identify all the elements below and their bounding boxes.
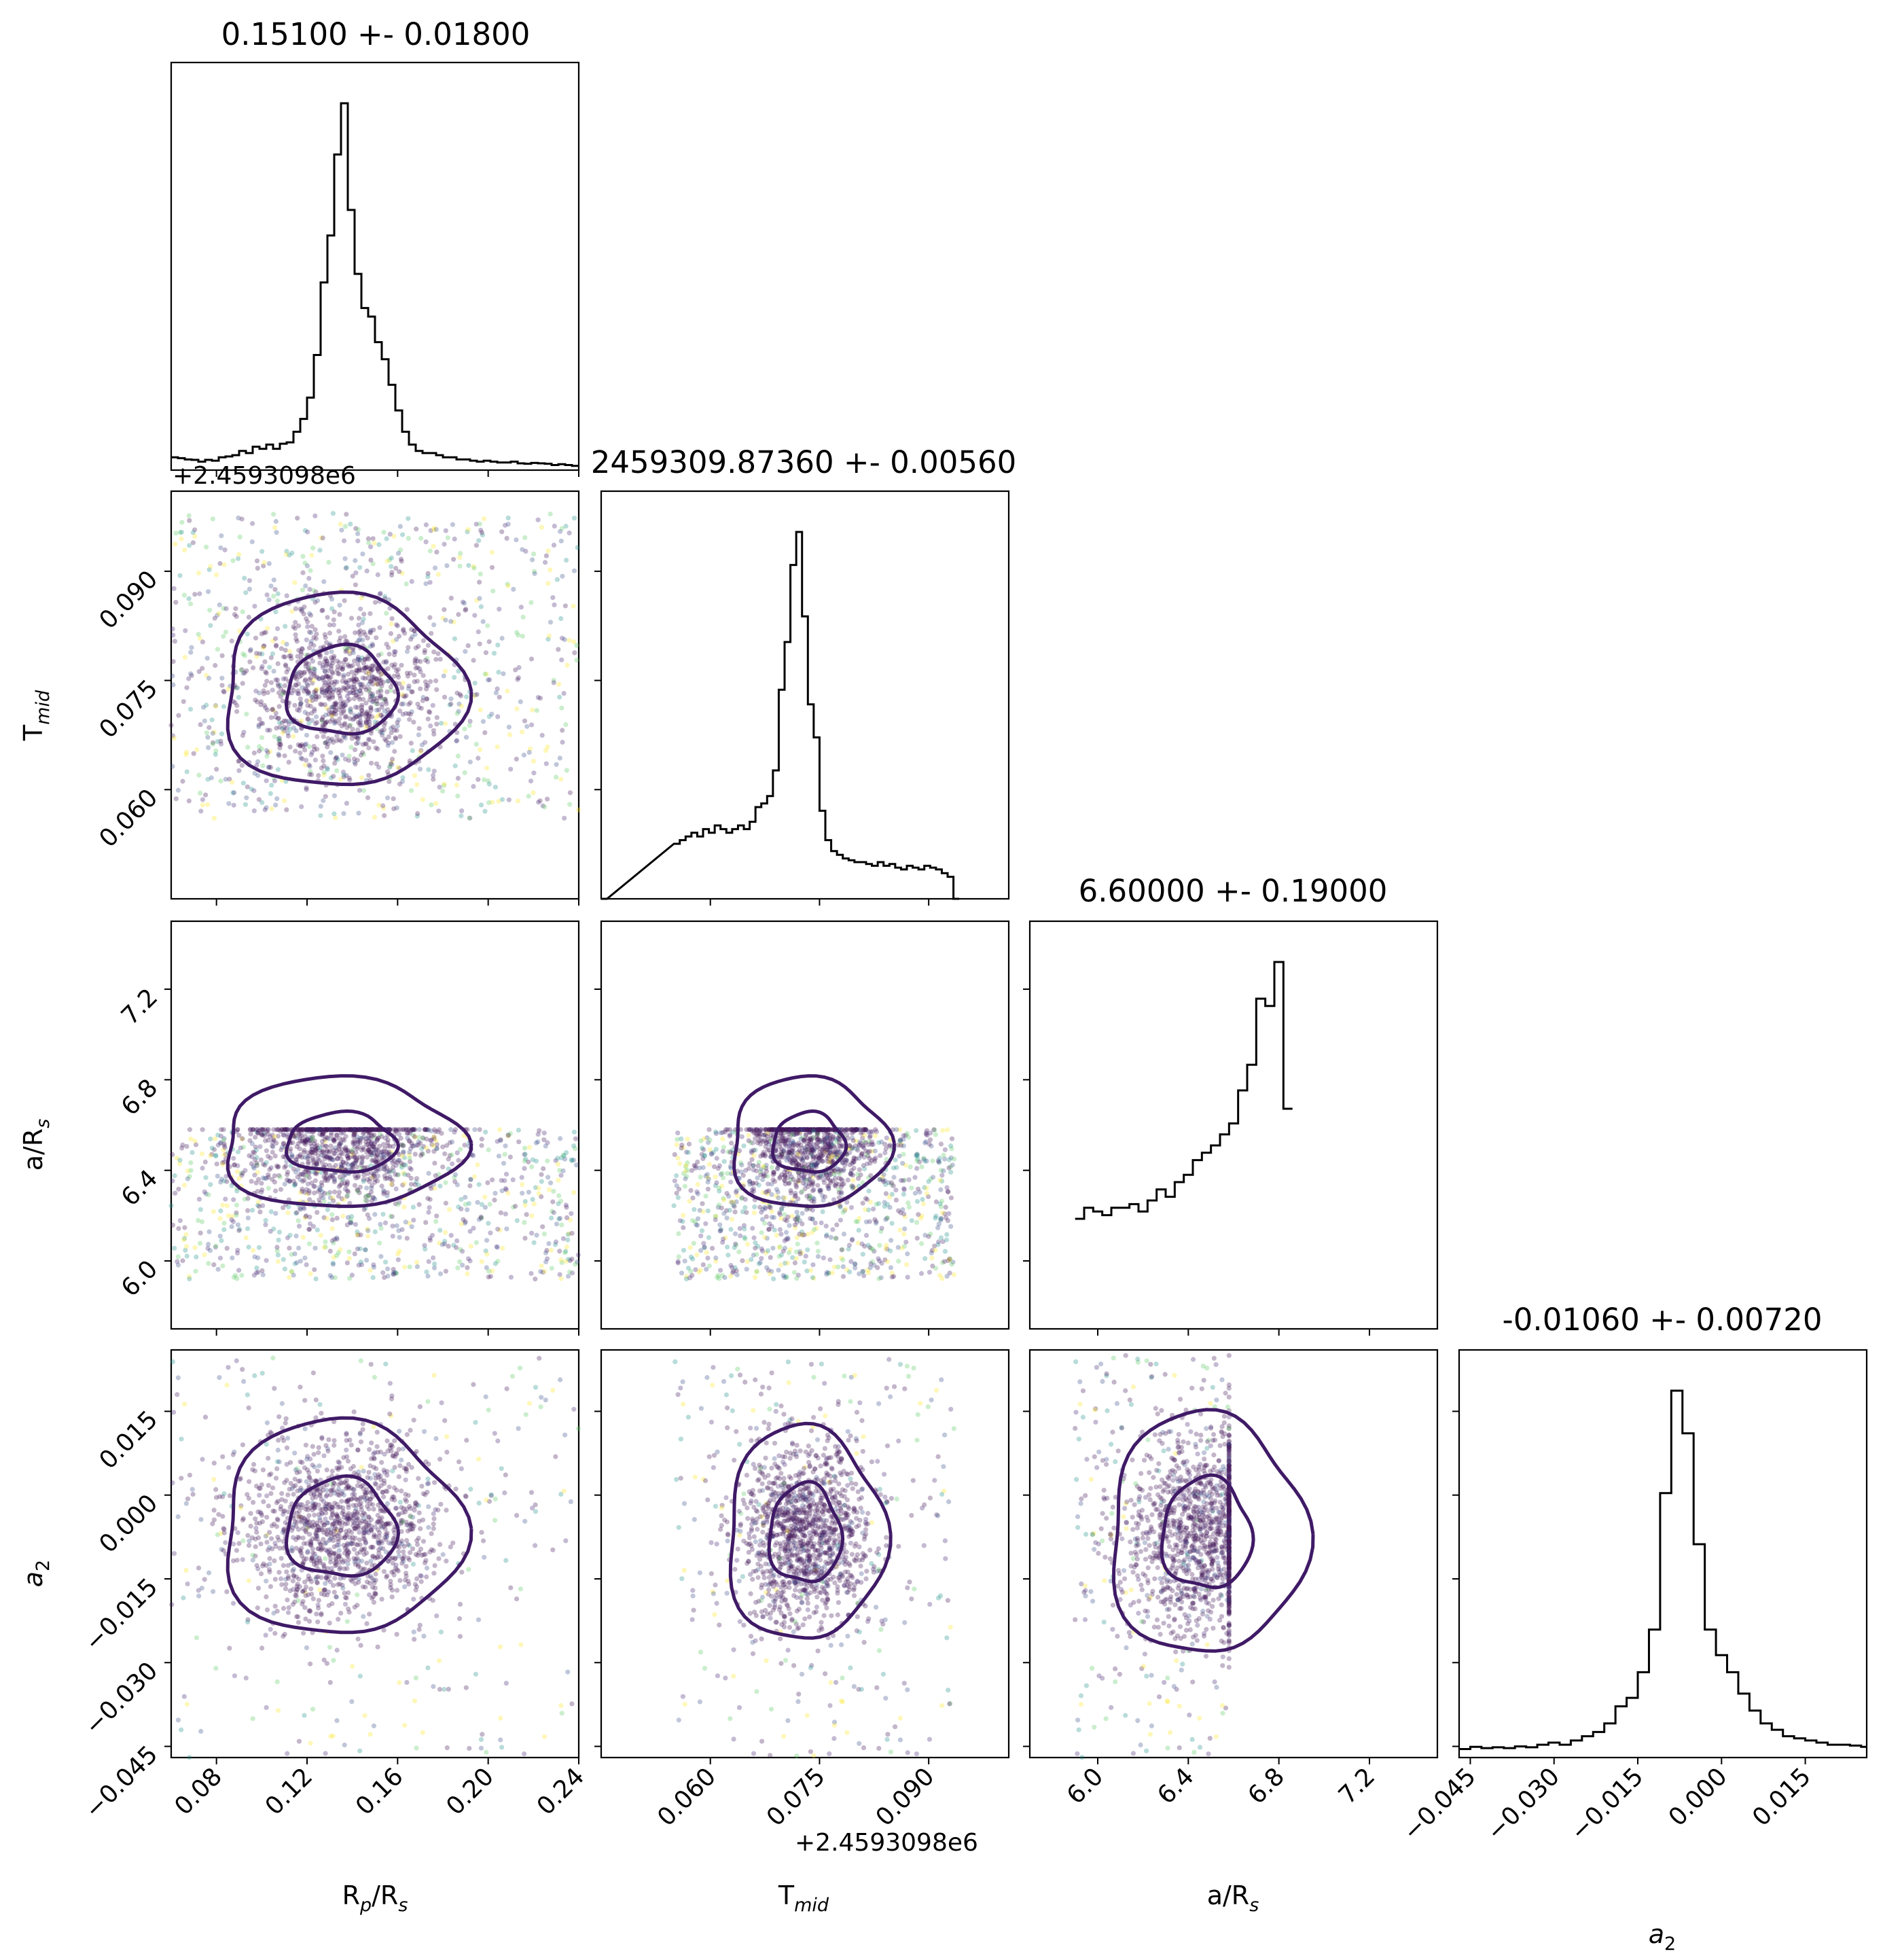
xtick-label-rp: 0.08 [169,1762,228,1821]
contour [226,1416,473,1635]
panel-rp-rp [170,61,580,471]
scatter-a2-ars [1073,1353,1315,1760]
contour [767,1480,845,1584]
contour [728,1421,893,1640]
offset-label-rp: +2.4593098e6 [173,462,356,490]
hist-ars [1075,961,1293,1220]
xtick-label-ars: 6.4 [1152,1762,1199,1809]
xtick-label-tmid: 0.075 [761,1762,831,1832]
contour [732,1074,896,1209]
scatter-a2-tmid [672,1357,956,1759]
contour [226,590,473,787]
panel-a2-rp [170,1349,580,1759]
panel-tmid-tmid [600,490,1010,900]
ytick-label-tmid: 0.075 [94,675,163,744]
contour [771,1109,848,1174]
panel-ars-rp [170,920,580,1330]
hist-rp [171,102,579,467]
panel-ars-ars [1028,920,1439,1330]
xlabel-a2: a2 [1649,1919,1676,1955]
scatter-tmid-rp [168,511,581,821]
xtick-label-rp: 0.12 [260,1762,319,1821]
xlabel-ars: a/Rs [1207,1881,1259,1916]
panel-tmid-rp [170,490,580,900]
ytick-label-ars: 6.4 [116,1164,163,1211]
xtick-label-tmid: 0.090 [871,1762,940,1832]
xtick-label-a2: −0.045 [1398,1762,1482,1846]
xlabel-tmid: Tmid [778,1881,829,1916]
panel-a2-ars [1028,1349,1439,1759]
title-tmid: 2459309.87360 +- 0.00560 [591,444,1017,480]
ytick-label-a2: −0.030 [79,1657,163,1741]
ylabel-a2: a2 [18,1560,54,1587]
title-ars: 6.60000 +- 0.19000 [1079,873,1388,909]
xlabel-rp: Rp/Rs [342,1881,408,1916]
ylabel-tmid: Tmid [18,690,54,741]
xtick-label-a2: 0.015 [1747,1762,1816,1832]
xtick-label-rp: 0.24 [532,1762,590,1821]
contour [285,1109,400,1174]
ytick-label-tmid: 0.060 [94,784,163,853]
contour [226,1074,473,1209]
xtick-label-ars: 6.8 [1243,1762,1290,1809]
title-a2: -0.01060 +- 0.00720 [1503,1302,1823,1338]
ytick-label-tmid: 0.090 [94,565,163,635]
hist-tmid [601,531,960,900]
offset-label-tmid: +2.4593098e6 [795,1829,978,1857]
contour [285,1474,400,1578]
ytick-label-a2: 0.000 [94,1489,163,1558]
scatter-ars-tmid [671,1074,957,1282]
contour [1160,1473,1255,1590]
scatter-ars-rp [168,1074,581,1282]
xtick-label-ars: 6.0 [1062,1762,1109,1809]
ytick-label-a2: −0.015 [79,1573,163,1656]
ylabel-ars: a/Rs [18,1119,54,1171]
panel-a2-tmid [600,1349,1010,1759]
ytick-label-a2: 0.015 [94,1406,163,1475]
xtick-label-rp: 0.16 [351,1762,409,1821]
scatter-a2-rp [169,1355,581,1760]
ytick-label-ars: 6.8 [116,1074,163,1121]
panel-ars-tmid [600,920,1010,1330]
xtick-label-tmid: 0.060 [652,1762,721,1832]
ytick-label-ars: 7.2 [116,983,163,1030]
xtick-label-rp: 0.20 [441,1762,499,1821]
xtick-label-a2: 0.000 [1664,1762,1733,1832]
xtick-label-a2: −0.030 [1482,1762,1565,1846]
panel-a2-a2 [1458,1349,1868,1759]
ytick-label-ars: 6.0 [116,1255,163,1302]
contour [1112,1408,1315,1653]
hist-a2 [1459,1389,1867,1750]
title-rp: 0.15100 +- 0.01800 [221,16,531,52]
contour [285,642,400,736]
ytick-label-a2: −0.045 [79,1741,163,1824]
xtick-label-a2: −0.015 [1565,1762,1649,1846]
xtick-label-ars: 7.2 [1333,1762,1380,1809]
